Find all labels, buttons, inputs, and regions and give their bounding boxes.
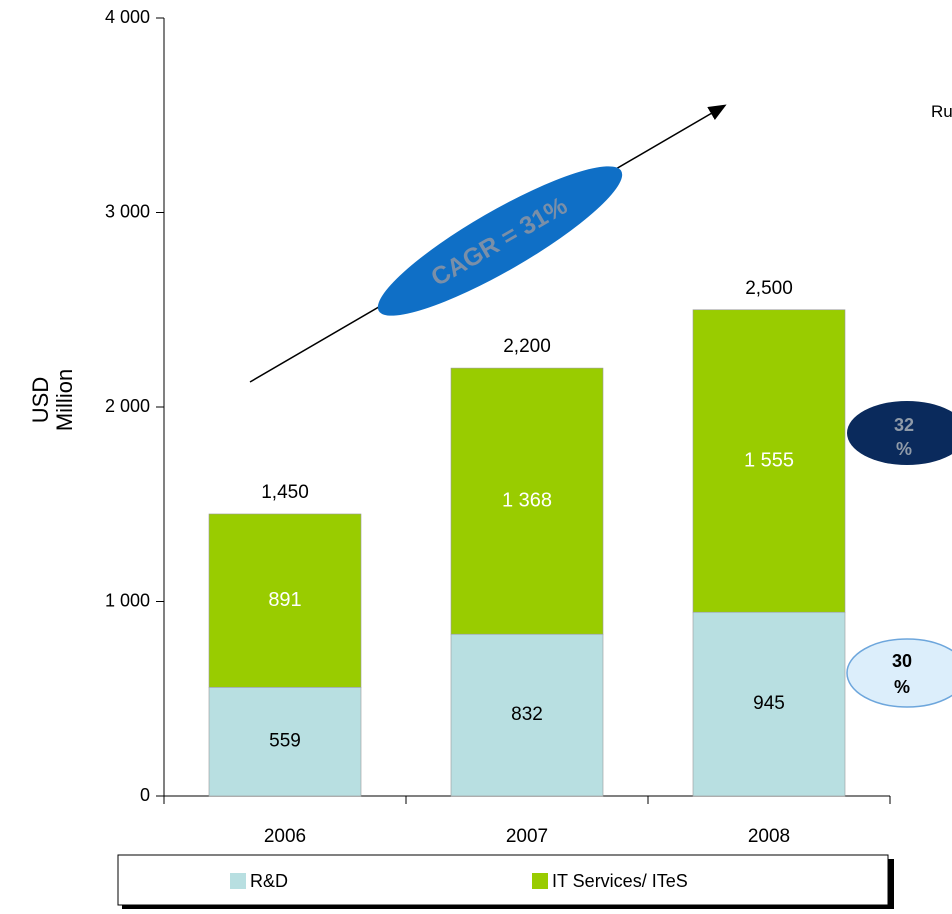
x-tick-label: 2006 [264, 826, 306, 847]
rd-growth-unit: % [894, 677, 910, 697]
y-tick-label: 0 [140, 785, 150, 805]
bar-rd [692, 611, 846, 797]
y-tick-label: 1 000 [105, 590, 150, 610]
it-growth-value: 32 [894, 415, 914, 435]
data-label-rd: 945 [753, 693, 785, 714]
legend-swatch-rd [230, 873, 246, 889]
y-tick-label: 3 000 [105, 201, 150, 221]
y-axis-title-line2: Million [52, 369, 77, 431]
total-label: 2,500 [745, 278, 793, 299]
rd-growth-badge [846, 638, 952, 708]
y-tick-label: 4 000 [105, 7, 150, 27]
data-label-it-services: 1 368 [502, 489, 552, 511]
data-label-rd: 832 [511, 704, 543, 725]
rd-growth-value: 30 [892, 651, 912, 671]
bar-rd [450, 633, 604, 797]
it-growth-badge [847, 401, 952, 465]
legend-label-rd: R&D [250, 871, 288, 891]
legend-box [117, 854, 889, 906]
total-label: 2,200 [503, 336, 551, 357]
bar-it-services [692, 309, 846, 613]
total-label: 1,450 [261, 482, 309, 503]
x-tick-label: 2007 [506, 826, 548, 847]
cagr-ellipse [377, 166, 623, 316]
data-label-rd: 559 [269, 731, 301, 752]
bar-it-services [450, 367, 604, 635]
x-tick-label: 2008 [748, 826, 790, 847]
data-label-it-services: 1 555 [744, 449, 794, 471]
legend-swatch-it [532, 873, 548, 889]
legend-label-it: IT Services/ ITeS [552, 871, 688, 891]
side-text: Ru [931, 102, 952, 121]
y-tick-label: 2 000 [105, 396, 150, 416]
it-growth-unit: % [896, 439, 912, 459]
bar-it-services [208, 513, 362, 688]
y-axis-title-line1: USD [28, 377, 53, 423]
bar-rd [208, 686, 362, 797]
data-label-it-services: 891 [268, 589, 301, 611]
